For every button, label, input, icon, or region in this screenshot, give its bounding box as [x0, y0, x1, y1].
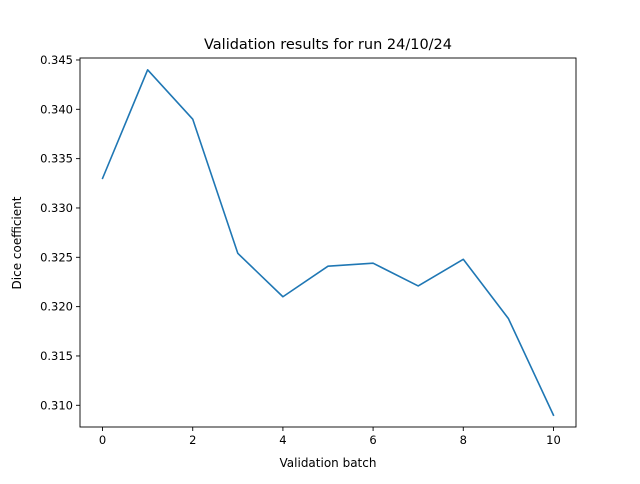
- series-line-0: [101, 69, 555, 417]
- y-axis-label: Dice coefficient: [10, 196, 24, 289]
- y-tick-label: 0.335: [40, 152, 73, 166]
- y-tick-label: 0.345: [40, 53, 73, 67]
- x-tick-label: 6: [369, 433, 376, 447]
- y-tick-label: 0.310: [40, 398, 73, 412]
- x-tick-label: 0: [99, 433, 106, 447]
- y-tick-label: 0.320: [40, 300, 73, 314]
- axes-frame: [79, 57, 577, 428]
- x-axis-label: Validation batch: [280, 456, 377, 470]
- plot-area: 0 2 4 6 8 10 0.310 0.315 0.320 0.325 0.330 0.335 0.3…: [40, 53, 577, 447]
- y-tick-label: 0.330: [40, 201, 73, 215]
- x-tick-label: 2: [189, 433, 196, 447]
- y-tick-label: 0.325: [40, 250, 73, 264]
- x-tick-label: 10: [546, 433, 561, 447]
- y-tick-label: 0.315: [40, 349, 73, 363]
- x-tick-label: 4: [279, 433, 286, 447]
- x-tick-label: 8: [460, 433, 467, 447]
- y-tick-label: 0.340: [40, 102, 73, 116]
- chart-title: Validation results for run 24/10/24: [204, 37, 452, 53]
